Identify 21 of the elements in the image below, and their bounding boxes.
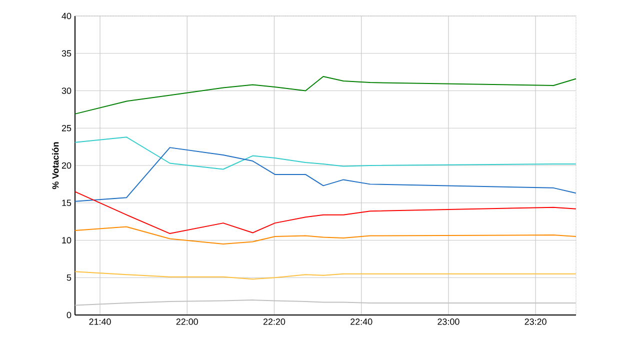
y-tick-label: 30 <box>62 88 72 94</box>
y-tick-label: 40 <box>62 12 72 20</box>
x-tick-label: 22:40 <box>350 318 372 325</box>
x-tick-label: 22:00 <box>176 318 198 325</box>
y-tick-label: 15 <box>62 200 72 206</box>
y-tick-label: 35 <box>62 50 72 57</box>
y-tick-label: 0 <box>66 312 72 318</box>
line-series <box>74 136 577 170</box>
x-tick-label: 22:20 <box>263 318 286 325</box>
x-tick-label: 23:20 <box>524 318 546 325</box>
line-series <box>74 76 577 114</box>
y-tick-label: 5 <box>66 274 72 281</box>
y-axis-title: % Votación <box>52 142 59 190</box>
line-series <box>74 226 577 244</box>
line-series <box>74 147 577 202</box>
y-tick-label: 25 <box>62 124 72 132</box>
y-tick-label: 20 <box>62 162 72 169</box>
line-series <box>74 191 577 234</box>
y-tick-label: 10 <box>62 237 72 244</box>
x-tick-label: 23:00 <box>438 318 460 325</box>
x-tick-label: 21:40 <box>89 318 111 325</box>
